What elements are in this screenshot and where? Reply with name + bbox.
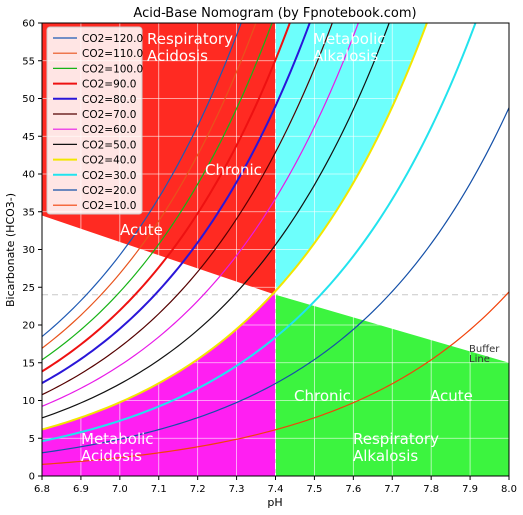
legend-label: CO2=80.0 — [82, 94, 136, 106]
region-metabolic-alkalosis — [275, 23, 428, 292]
legend-label: CO2=90.0 — [82, 79, 136, 91]
label-metabolic-acidosis-1: Metabolic — [81, 430, 154, 448]
y-tick-label: 45 — [22, 132, 35, 143]
chart-title: Acid-Base Nomogram (by Fpnotebook.com) — [133, 6, 416, 21]
legend-label: CO2=110.0 — [82, 48, 143, 60]
legend-label: CO2=70.0 — [82, 109, 136, 121]
co2-curve-20 — [42, 107, 509, 454]
x-tick-label: 7.7 — [384, 484, 400, 495]
x-tick-label: 7.0 — [112, 484, 128, 495]
co2-curve-40 — [42, 23, 428, 431]
co2-curve-110 — [42, 23, 257, 349]
co2-curve-100 — [42, 23, 273, 361]
y-tick-label: 5 — [29, 434, 35, 445]
label-respiratory-acidosis-2: Acidosis — [147, 47, 208, 65]
x-tick-label: 7.3 — [229, 484, 245, 495]
label-respiratory-acidosis-1: Respiratory — [147, 30, 233, 48]
x-tick-label: 7.2 — [190, 484, 206, 495]
y-axis: 0 5 10 15 20 25 30 35 40 45 50 55 60 — [22, 19, 42, 483]
legend-label: CO2=120.0 — [82, 33, 143, 45]
y-tick-label: 15 — [22, 358, 35, 369]
co2-curve-70 — [42, 23, 333, 396]
x-tick-label: 7.9 — [462, 484, 478, 495]
label-respiratory-alkalosis-2: Alkalosis — [353, 447, 418, 465]
co2-curve-60 — [42, 23, 359, 407]
label-buffer-line-2: Line — [469, 354, 490, 365]
x-tick-label: 7.6 — [345, 484, 361, 495]
legend-label: CO2=60.0 — [82, 124, 136, 136]
label-chronic-alkalosis: Chronic — [294, 387, 351, 405]
y-tick-label: 35 — [22, 207, 35, 218]
y-axis-label: Bicarbonate (HCO3-) — [4, 193, 17, 307]
y-tick-label: 25 — [22, 283, 35, 294]
x-tick-label: 7.8 — [423, 484, 439, 495]
label-acute-acidosis: Acute — [120, 221, 163, 239]
co2-curve-80 — [42, 23, 311, 384]
y-tick-label: 40 — [22, 170, 35, 181]
label-acute-alkalosis: Acute — [430, 387, 473, 405]
co2-curve-30 — [42, 23, 477, 443]
y-tick-label: 50 — [22, 94, 35, 105]
region-labels: RespiratoryAcidosisChronicAcuteMetabolic… — [81, 30, 500, 465]
x-tick-label: 6.8 — [34, 484, 50, 495]
y-tick-label: 0 — [29, 472, 35, 483]
legend-label: CO2=40.0 — [82, 155, 136, 167]
x-tick-label: 7.5 — [306, 484, 322, 495]
y-tick-label: 60 — [22, 19, 35, 30]
co2-curve-90 — [42, 23, 291, 373]
label-buffer-line-1: Buffer — [469, 344, 500, 355]
legend-label: CO2=20.0 — [82, 185, 136, 197]
legend-label: CO2=50.0 — [82, 139, 136, 151]
x-tick-label: 6.9 — [73, 484, 89, 495]
x-tick-label: 7.1 — [151, 484, 167, 495]
label-metabolic-alkalosis-2: Alkalosis — [313, 47, 378, 65]
y-tick-label: 10 — [22, 396, 35, 407]
y-tick-label: 55 — [22, 56, 35, 67]
legend: CO2=120.0 CO2=110.0 CO2=100.0 CO2=90.0 CO2=8… — [46, 26, 143, 215]
legend-label: CO2=100.0 — [82, 63, 143, 75]
legend-label: CO2=30.0 — [82, 170, 136, 182]
label-metabolic-acidosis-2: Acidosis — [81, 447, 142, 465]
x-tick-label: 7.4 — [268, 484, 284, 495]
label-respiratory-alkalosis-1: Respiratory — [353, 430, 439, 448]
y-tick-label: 20 — [22, 321, 35, 332]
co2-curve-120 — [42, 23, 242, 338]
y-tick-label: 30 — [22, 245, 35, 256]
x-axis: 6.8 6.9 7.0 7.1 7.2 7.3 7.4 7.5 7.6 7.7 7.8 7.9 8.0 — [34, 476, 517, 495]
label-metabolic-alkalosis-1: Metabolic — [313, 30, 386, 48]
co2-curve-50 — [42, 23, 390, 419]
x-tick-label: 8.0 — [501, 484, 517, 495]
legend-box — [46, 26, 143, 215]
x-axis-label: pH — [267, 496, 282, 509]
label-chronic-acidosis: Chronic — [205, 161, 262, 179]
legend-label: CO2=10.0 — [82, 200, 136, 212]
curves-layer — [42, 23, 509, 465]
co2-curve-10 — [42, 291, 509, 465]
